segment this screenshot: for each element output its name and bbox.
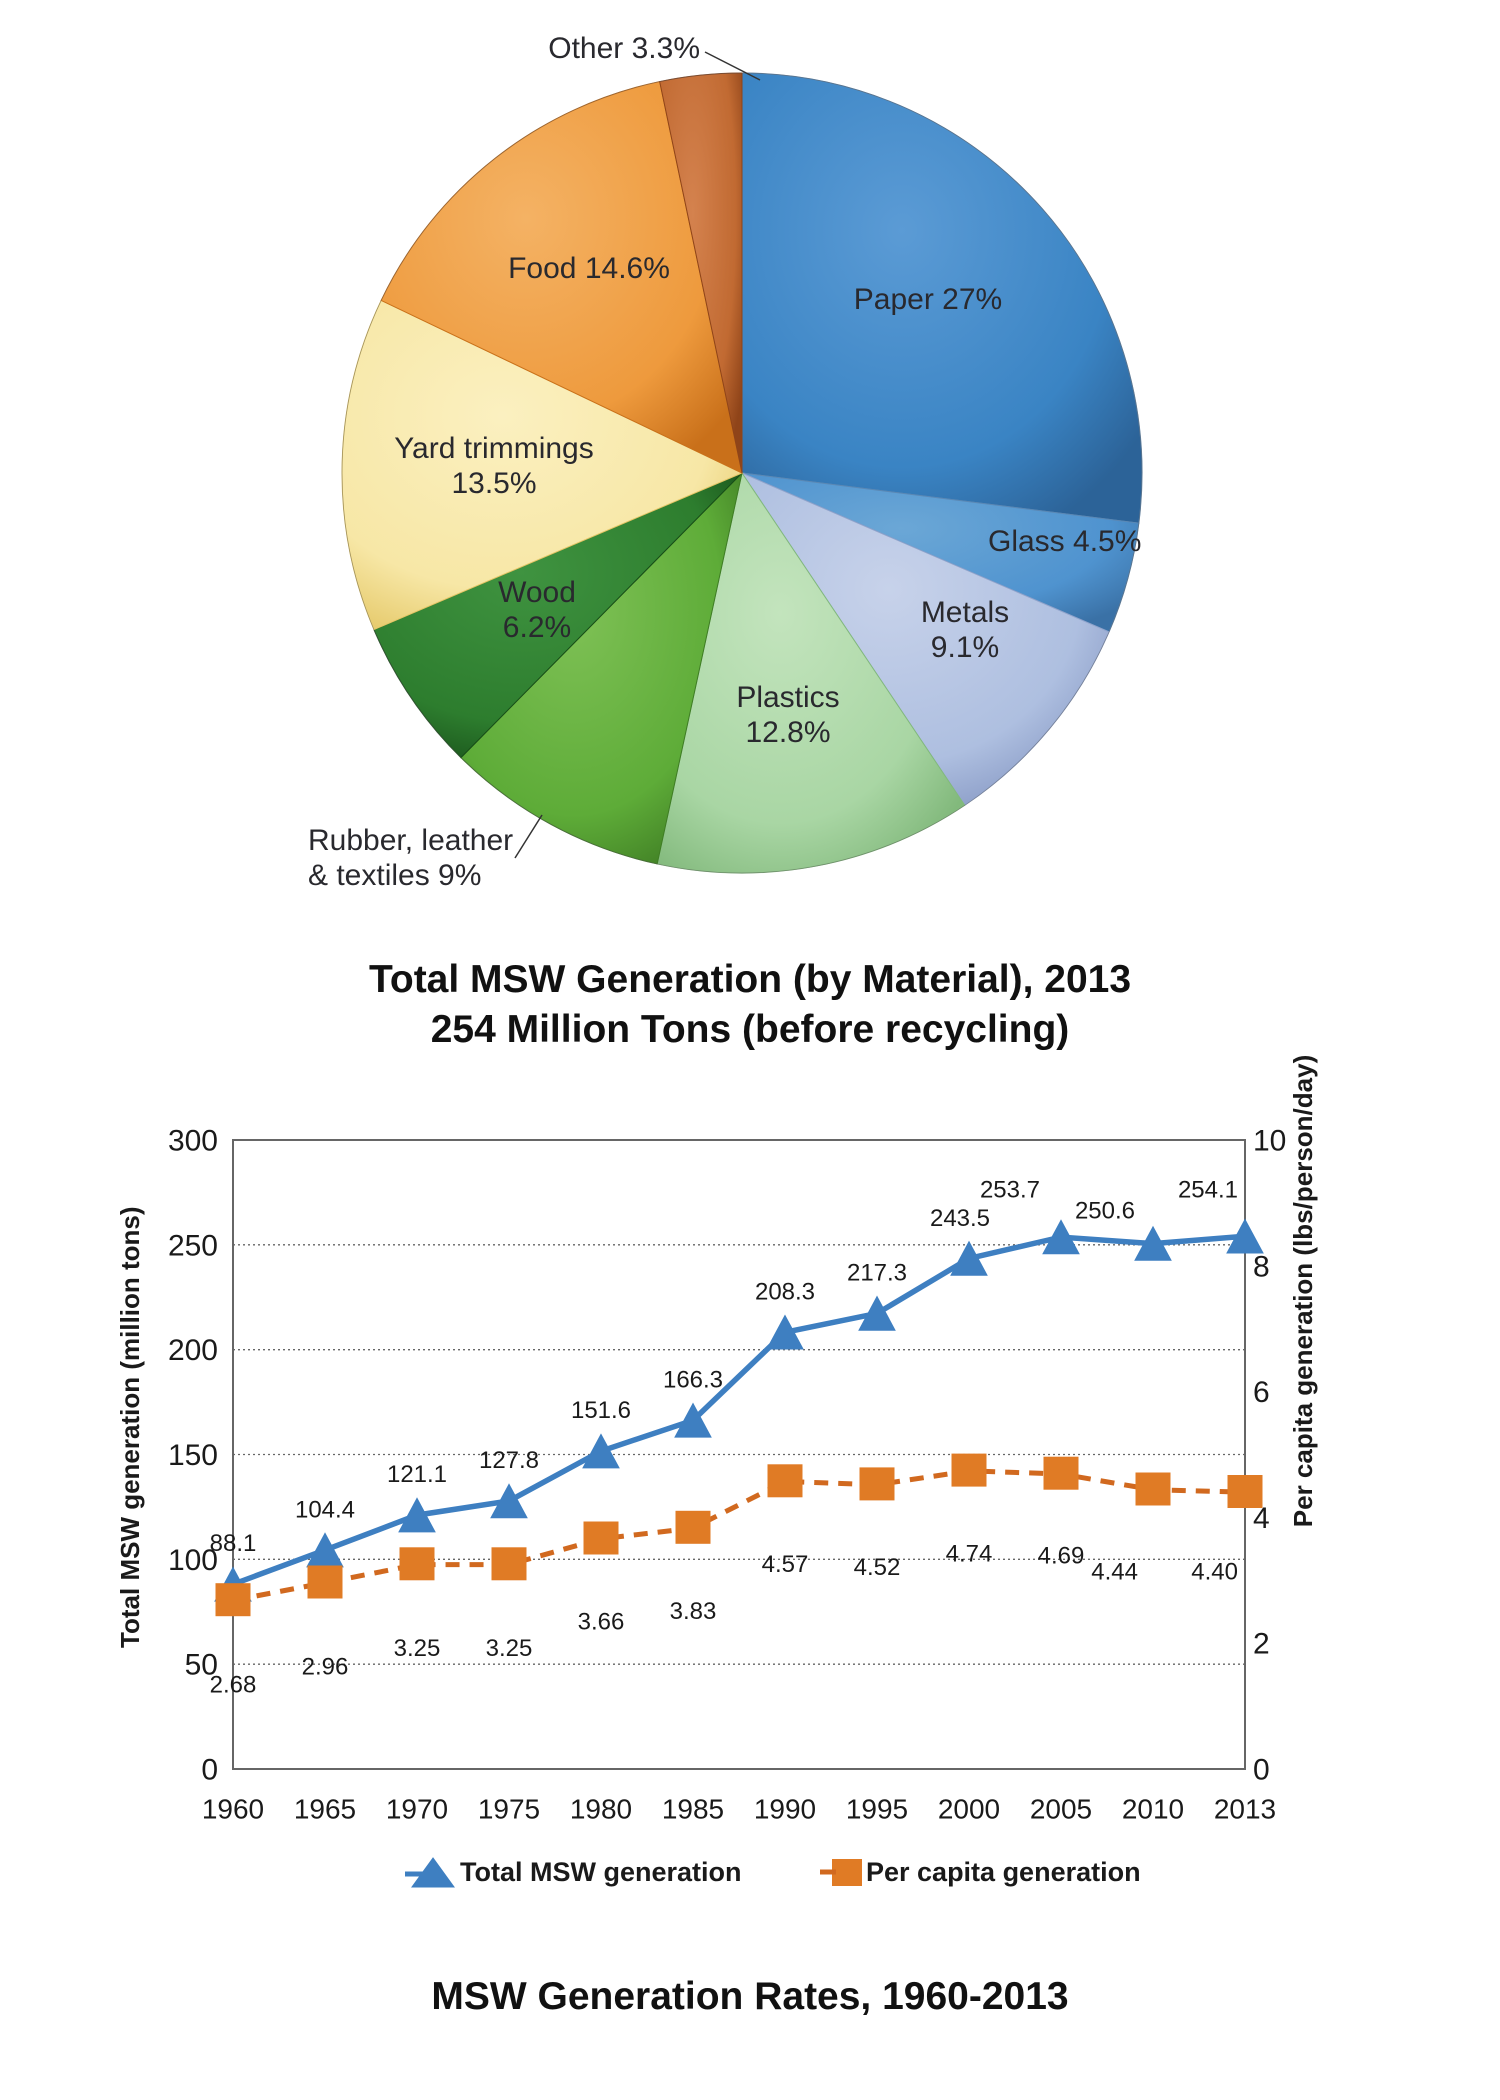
- svg-text:& textiles 9%: & textiles 9%: [308, 859, 481, 892]
- svg-text:121.1: 121.1: [387, 1461, 447, 1488]
- svg-text:3.25: 3.25: [486, 1635, 533, 1662]
- svg-text:4.57: 4.57: [762, 1551, 809, 1578]
- svg-text:166.3: 166.3: [663, 1366, 723, 1393]
- svg-text:2013: 2013: [1214, 1793, 1276, 1824]
- svg-text:243.5: 243.5: [930, 1205, 990, 1232]
- svg-text:0: 0: [1253, 1754, 1270, 1787]
- svg-text:2.96: 2.96: [302, 1654, 349, 1681]
- svg-text:10: 10: [1253, 1125, 1286, 1158]
- svg-text:1990: 1990: [754, 1793, 816, 1824]
- svg-text:217.3: 217.3: [847, 1260, 907, 1287]
- svg-text:13.5%: 13.5%: [451, 467, 536, 500]
- svg-text:Total MSW generation: Total MSW generation: [460, 1857, 742, 1887]
- svg-text:Plastics: Plastics: [736, 681, 839, 714]
- svg-text:4.74: 4.74: [946, 1540, 993, 1567]
- svg-text:127.8: 127.8: [479, 1447, 539, 1474]
- svg-text:151.6: 151.6: [571, 1397, 631, 1424]
- svg-text:253.7: 253.7: [980, 1177, 1040, 1204]
- svg-text:8: 8: [1253, 1250, 1270, 1283]
- svg-text:300: 300: [168, 1125, 218, 1158]
- svg-text:Per capita generation: Per capita generation: [866, 1857, 1141, 1887]
- svg-text:Rubber, leather: Rubber, leather: [308, 824, 513, 857]
- svg-text:Metals: Metals: [921, 596, 1009, 629]
- svg-text:2000: 2000: [938, 1793, 1000, 1824]
- svg-text:1985: 1985: [662, 1793, 724, 1824]
- svg-text:254.1: 254.1: [1178, 1177, 1238, 1204]
- svg-text:4.52: 4.52: [854, 1554, 901, 1581]
- svg-text:3.66: 3.66: [578, 1609, 625, 1636]
- svg-text:4.40: 4.40: [1191, 1558, 1238, 1585]
- svg-text:9.1%: 9.1%: [931, 631, 999, 664]
- svg-text:Total MSW generation (million: Total MSW generation (million tons): [115, 1206, 145, 1648]
- svg-text:250: 250: [168, 1229, 218, 1262]
- svg-text:Per capita generation (lbs/per: Per capita generation (lbs/person/day): [1288, 1055, 1318, 1527]
- svg-text:4.69: 4.69: [1038, 1543, 1085, 1570]
- svg-text:150: 150: [168, 1439, 218, 1472]
- svg-text:12.8%: 12.8%: [745, 716, 830, 749]
- svg-text:Glass 4.5%: Glass 4.5%: [988, 525, 1141, 558]
- svg-text:2010: 2010: [1122, 1793, 1184, 1824]
- svg-text:3.83: 3.83: [670, 1598, 717, 1625]
- svg-text:2.68: 2.68: [210, 1672, 257, 1699]
- svg-text:208.3: 208.3: [755, 1278, 815, 1305]
- svg-text:1995: 1995: [846, 1793, 908, 1824]
- svg-text:2: 2: [1253, 1628, 1270, 1661]
- svg-text:1970: 1970: [386, 1793, 448, 1824]
- svg-text:1965: 1965: [294, 1793, 356, 1824]
- svg-text:4.44: 4.44: [1091, 1558, 1138, 1585]
- svg-text:Wood: Wood: [498, 576, 576, 609]
- svg-text:6: 6: [1253, 1376, 1270, 1409]
- svg-text:2005: 2005: [1030, 1793, 1092, 1824]
- svg-text:1975: 1975: [478, 1793, 540, 1824]
- svg-text:3.25: 3.25: [394, 1635, 441, 1662]
- svg-text:Paper 27%: Paper 27%: [854, 283, 1002, 316]
- svg-text:88.1: 88.1: [210, 1530, 257, 1557]
- svg-text:1980: 1980: [570, 1793, 632, 1824]
- svg-text:200: 200: [168, 1334, 218, 1367]
- svg-text:Yard trimmings: Yard trimmings: [394, 432, 593, 465]
- svg-text:1960: 1960: [202, 1793, 264, 1824]
- svg-text:0: 0: [201, 1754, 218, 1787]
- svg-text:104.4: 104.4: [295, 1496, 355, 1523]
- svg-text:Other 3.3%: Other 3.3%: [548, 32, 700, 65]
- svg-text:250.6: 250.6: [1075, 1198, 1135, 1225]
- svg-text:6.2%: 6.2%: [503, 611, 571, 644]
- svg-text:Food 14.6%: Food 14.6%: [508, 252, 670, 285]
